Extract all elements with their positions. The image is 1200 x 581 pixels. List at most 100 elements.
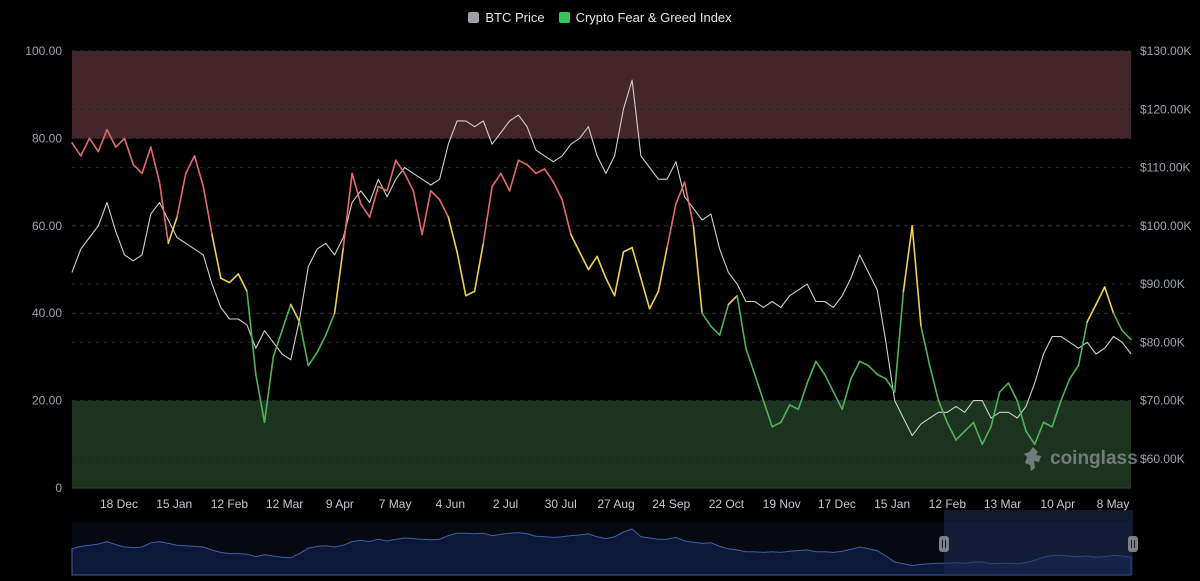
y-right-tick-label: $60.00K bbox=[1140, 452, 1185, 466]
fear-greed-segment bbox=[858, 360, 870, 367]
legend-item-fear-greed[interactable]: Crypto Fear & Greed Index bbox=[558, 10, 732, 25]
fear-greed-segment bbox=[316, 334, 327, 354]
fear-greed-segment bbox=[1060, 377, 1071, 402]
fear-greed-segment bbox=[1068, 364, 1080, 380]
fear-greed-segment bbox=[1042, 421, 1053, 428]
y-right-tick-label: $70.00K bbox=[1140, 394, 1185, 408]
fear-greed-segment bbox=[386, 159, 397, 192]
fear-greed-segment bbox=[1086, 303, 1097, 323]
extreme-greed-zone bbox=[72, 51, 1131, 139]
x-tick-label: 18 Dec bbox=[100, 497, 138, 511]
fear-greed-segment bbox=[972, 421, 984, 446]
extreme-fear-zone bbox=[72, 400, 1131, 488]
watermark-text: coinglass bbox=[1050, 448, 1138, 469]
fear-greed-segment bbox=[762, 399, 774, 428]
fear-greed-segment bbox=[841, 377, 852, 411]
fear-greed-segment bbox=[832, 391, 844, 411]
fear-greed-segment bbox=[815, 360, 826, 376]
fear-greed-segment bbox=[298, 321, 310, 367]
fear-greed-segment bbox=[797, 382, 809, 411]
legend-item-btc-price[interactable]: BTC Price bbox=[468, 10, 545, 25]
fear-greed-segment bbox=[491, 172, 502, 188]
fear-greed-segment bbox=[185, 155, 196, 175]
fear-greed-segment bbox=[220, 277, 231, 284]
fear-greed-segment bbox=[675, 181, 686, 205]
fear-greed-segment bbox=[543, 168, 555, 183]
fear-greed-segment bbox=[771, 421, 782, 428]
fear-greed-segment bbox=[1112, 312, 1123, 332]
fear-greed-segment bbox=[1007, 382, 1019, 402]
fear-greed-segment bbox=[1121, 329, 1132, 341]
legend-label-fear-greed: Crypto Fear & Greed Index bbox=[575, 10, 732, 25]
chart-legend: BTC Price Crypto Fear & Greed Index bbox=[0, 10, 1200, 25]
fear-greed-segment bbox=[456, 251, 467, 297]
fear-greed-segment bbox=[473, 242, 485, 293]
fear-greed-segment bbox=[990, 391, 1001, 428]
y-right-tick-label: $130.00K bbox=[1140, 44, 1191, 58]
fear-greed-segment bbox=[176, 172, 187, 218]
fear-greed-segment bbox=[508, 159, 520, 192]
fear-greed-segment bbox=[727, 294, 739, 306]
fear-greed-segment bbox=[902, 225, 914, 293]
fear-greed-segment bbox=[237, 273, 248, 293]
fear-greed-segment bbox=[1077, 321, 1088, 367]
x-tick-label: 12 Mar bbox=[266, 497, 303, 511]
fear-greed-segment bbox=[552, 181, 563, 201]
fear-greed-segment bbox=[710, 325, 721, 336]
fear-greed-swatch bbox=[558, 12, 570, 23]
fear-greed-segment bbox=[587, 255, 598, 271]
y-left-tick-label: 80.00 bbox=[32, 131, 62, 145]
x-tick-label: 10 Apr bbox=[1040, 497, 1075, 511]
x-tick-label: 4 Jun bbox=[436, 497, 465, 511]
fear-greed-segment bbox=[1051, 399, 1062, 428]
fear-greed-segment bbox=[342, 172, 353, 249]
fear-greed-segment bbox=[351, 172, 362, 205]
fear-greed-segment bbox=[1025, 430, 1036, 446]
fear-greed-segment bbox=[123, 137, 135, 166]
fear-greed-segment bbox=[377, 185, 388, 192]
fear-greed-segment bbox=[1033, 421, 1045, 446]
fear-greed-segment bbox=[648, 290, 660, 310]
fear-greed-segment bbox=[97, 128, 108, 153]
fear-greed-segment bbox=[535, 168, 546, 175]
fear-greed-segment bbox=[80, 137, 91, 157]
fear-greed-segment bbox=[963, 421, 975, 433]
fear-greed-segment bbox=[631, 246, 642, 280]
fear-greed-segment bbox=[272, 329, 283, 358]
fear-greed-segment bbox=[246, 290, 257, 376]
fear-greed-segment bbox=[88, 137, 100, 153]
x-tick-label: 30 Jul bbox=[545, 497, 577, 511]
fear-greed-segment bbox=[106, 128, 117, 148]
fear-greed-segment bbox=[701, 312, 712, 328]
fear-greed-segment bbox=[429, 190, 441, 201]
fear-greed-segment bbox=[596, 255, 607, 280]
fear-greed-segment bbox=[71, 142, 82, 157]
fear-greed-segment bbox=[438, 198, 450, 218]
navigator-left-handle[interactable] bbox=[939, 536, 949, 552]
coinglass-logo-icon bbox=[1024, 447, 1041, 471]
y-right-tick-label: $90.00K bbox=[1140, 277, 1185, 291]
fear-greed-segment bbox=[368, 185, 380, 218]
fear-greed-segment bbox=[736, 294, 747, 350]
x-tick-label: 15 Jan bbox=[156, 497, 192, 511]
fear-greed-segment bbox=[823, 373, 835, 393]
fear-greed-segment bbox=[937, 399, 949, 424]
fear-greed-segment bbox=[998, 382, 1010, 393]
x-tick-label: 12 Feb bbox=[211, 497, 249, 511]
fear-greed-segment bbox=[307, 351, 318, 367]
navigator-window[interactable] bbox=[944, 510, 1133, 575]
y-right-tick-label: $120.00K bbox=[1140, 102, 1191, 116]
x-tick-label: 2 Jul bbox=[493, 497, 518, 511]
x-tick-label: 9 Apr bbox=[326, 497, 354, 511]
navigator-right-handle[interactable] bbox=[1128, 536, 1138, 552]
fear-greed-segment bbox=[526, 163, 537, 175]
fear-greed-segment bbox=[167, 216, 178, 245]
fear-greed-segment bbox=[640, 277, 651, 310]
fear-greed-segment bbox=[570, 233, 581, 253]
x-tick-label: 19 Nov bbox=[763, 497, 801, 511]
fear-greed-segment bbox=[928, 364, 940, 402]
fear-greed-segment bbox=[421, 190, 432, 236]
fear-greed-segment bbox=[876, 373, 887, 380]
